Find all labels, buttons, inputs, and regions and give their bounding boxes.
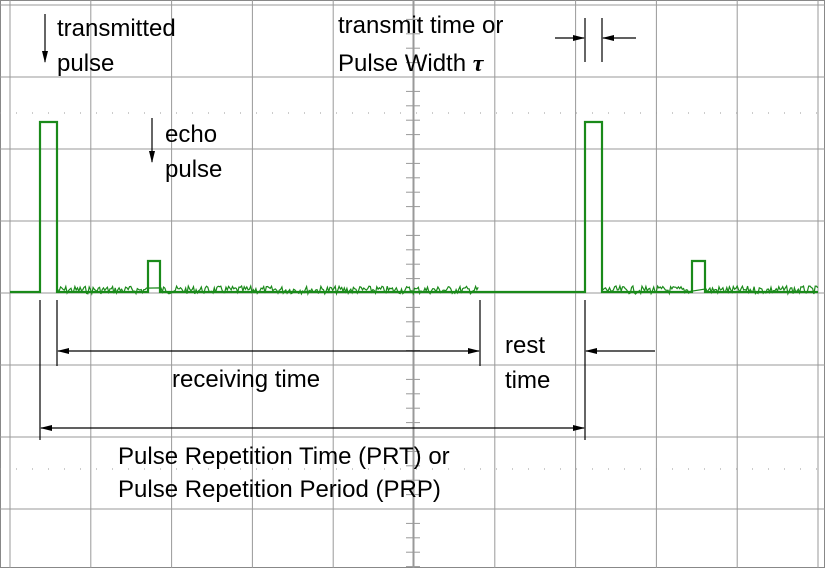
label: receiving time xyxy=(172,366,320,393)
label: echo xyxy=(165,121,217,148)
label: Pulse Repetition Time (PRT) or xyxy=(118,443,450,470)
noise-trace xyxy=(57,284,479,297)
label: transmitted xyxy=(57,15,176,42)
label: Pulse Repetition Period (PRP) xyxy=(118,476,441,503)
label: pulse xyxy=(57,50,114,77)
signal-trace xyxy=(10,120,818,294)
label: time xyxy=(505,367,550,394)
label-part: Pulse Width xyxy=(338,50,466,77)
tau: τ xyxy=(473,51,485,77)
annotations xyxy=(39,14,655,440)
label: transmit time or xyxy=(338,12,503,39)
noise-trace xyxy=(602,283,819,296)
label: pulse xyxy=(165,156,222,183)
label: Pulse Width τ xyxy=(338,50,485,77)
label: rest xyxy=(505,332,545,359)
